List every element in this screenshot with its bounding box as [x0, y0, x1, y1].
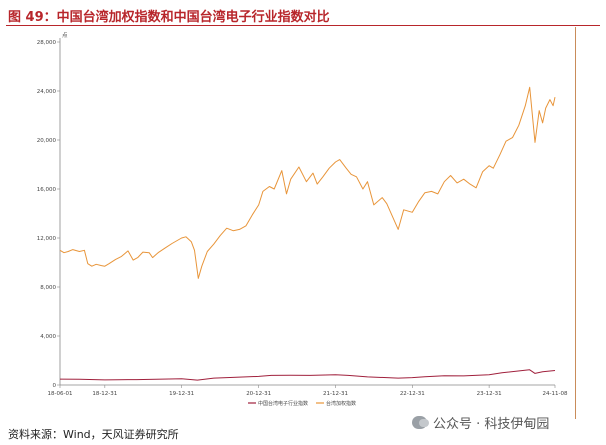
x-tick-label: 18-06-01: [48, 391, 73, 397]
y-tick-label: 20,000: [37, 138, 57, 144]
x-axis: 18-06-01 18-12-31 19-12-31 20-12-31 21-12-31…: [48, 384, 568, 397]
title-rule: [6, 25, 600, 26]
y-tick-label: 28,000: [37, 40, 57, 46]
series-line: [59, 369, 556, 381]
x-tick-label: 20-12-31: [246, 391, 271, 397]
y-tick-label: 4,000: [40, 334, 56, 340]
legend-label: 中国台湾电子行业指数: [258, 400, 308, 407]
y-tick-label: 24,000: [37, 89, 57, 95]
x-tick-label: 18-12-31: [92, 391, 117, 397]
y-tick-label: 16,000: [37, 187, 57, 193]
y-tick-label: 12,000: [37, 236, 57, 242]
series-line: [59, 86, 556, 279]
watermark-text: 公众号 · 科技伊甸园: [433, 417, 550, 432]
frame-right-border: [575, 27, 576, 419]
series-lines: [59, 86, 556, 381]
y-unit-label: 点: [62, 32, 68, 39]
watermark: 公众号 · 科技伊甸园: [412, 413, 549, 432]
x-tick-label: 24-11-08: [543, 391, 568, 397]
legend: 中国台湾电子行业指数 台湾加权指数: [248, 400, 356, 407]
x-tick-label: 19-12-31: [169, 391, 194, 397]
figure-title: 图 49：中国台湾加权指数和中国台湾电子行业指数对比: [8, 10, 330, 25]
x-tick-label: 23-12-31: [477, 391, 502, 397]
legend-label: 台湾加权指数: [326, 400, 356, 407]
x-tick-label: 21-12-31: [323, 391, 348, 397]
y-tick-label: 8,000: [40, 285, 56, 291]
y-axis: 0 4,000 8,000 12,000 16,000 20,000 24,000 28,00…: [37, 38, 61, 389]
y-tick-label: 0: [53, 383, 57, 389]
source-note: 资料来源：Wind，天风证券研究所: [8, 428, 179, 441]
wechat-icon: [412, 416, 429, 429]
x-tick-label: 22-12-31: [400, 391, 425, 397]
